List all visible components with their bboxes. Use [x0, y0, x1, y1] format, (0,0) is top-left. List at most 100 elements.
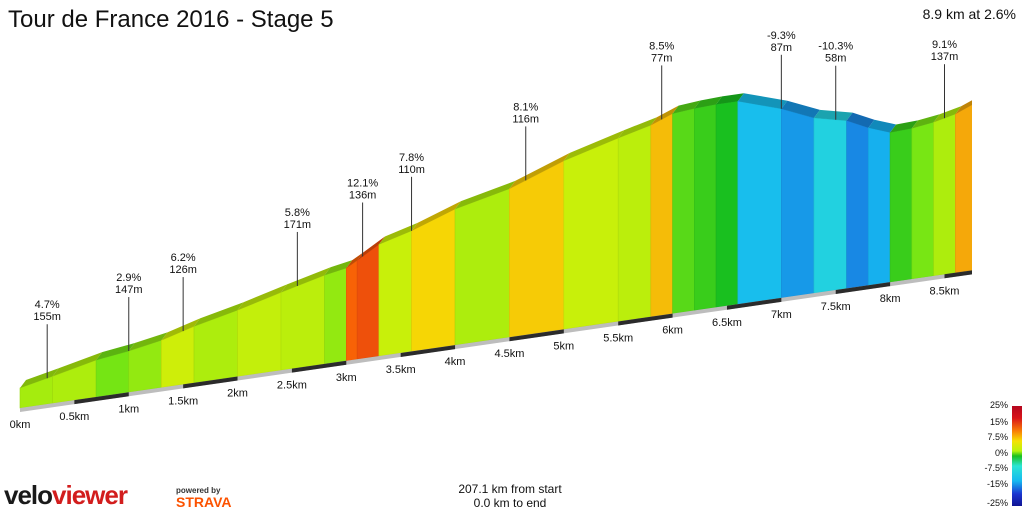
profile-segment: [324, 267, 347, 365]
profile-segment-top: [955, 100, 972, 115]
x-tick-label: 4.5km: [494, 348, 524, 360]
annotation-length: 87m: [771, 42, 792, 54]
annotation-grade: 5.8%: [285, 207, 310, 219]
profile-segment-top: [411, 201, 462, 231]
annotation-grade: 9.1%: [932, 39, 957, 51]
profile-segment: [672, 108, 695, 314]
profile-segment: [694, 103, 717, 311]
profile-segment: [715, 100, 739, 308]
elevation-profile-chart: 0km 0.5km 1km 1.5km 2km 2.5km 3km 3.5km 4km 4.5km…: [10, 30, 972, 431]
annotation-grade: 8.1%: [513, 101, 538, 113]
profile-segment-top: [650, 105, 679, 126]
annotation-length: 136m: [349, 190, 377, 202]
profile-segment: [563, 137, 619, 330]
profile-segment-top: [509, 152, 570, 189]
x-tick-label: 2.5km: [277, 380, 307, 392]
annotation-grade: 2.9%: [116, 272, 141, 284]
annotation-length: 116m: [512, 113, 539, 125]
profile-segment: [846, 120, 869, 289]
profile-segment-top: [281, 267, 331, 293]
profile-segment-top: [846, 112, 875, 128]
x-tick-label: 5.5km: [603, 332, 633, 344]
annotation-grade: -10.3%: [818, 41, 853, 53]
profile-segment-top: [20, 368, 59, 388]
profile-segment-top: [237, 284, 288, 311]
profile-segment: [955, 104, 972, 274]
strava-badge[interactable]: powered by STRAVA: [176, 486, 231, 509]
baseline-km-band: [726, 297, 782, 310]
annotation-grade: 6.2%: [171, 252, 196, 264]
distance-to-end: 0.0 km to end: [473, 496, 547, 510]
annotation-length: 137m: [931, 51, 959, 63]
x-tick-label: 0km: [10, 419, 31, 431]
x-tick-label: 7km: [771, 309, 792, 321]
profile-segment-top: [128, 332, 168, 352]
profile-segment: [868, 127, 891, 286]
profile-segment: [454, 188, 510, 346]
legend-tick: 25%: [989, 400, 1008, 410]
profile-segment: [889, 128, 913, 283]
annotation-grade: 7.8%: [399, 152, 424, 164]
profile-segment-top: [346, 252, 364, 269]
profile-segment-top: [52, 352, 103, 377]
logo-text-viewer: viewer: [52, 480, 128, 510]
x-tick-label: 1km: [118, 403, 139, 415]
baseline-km-band: [183, 376, 238, 389]
profile-segment: [911, 121, 934, 280]
profile-segment-top: [96, 343, 135, 361]
climb-summary: 8.9 km at 2.6%: [922, 6, 1016, 22]
profile-segment-top: [737, 93, 788, 109]
x-tick-label: 6.5km: [712, 317, 742, 329]
legend-tick: 0%: [994, 448, 1008, 458]
annotation-length: 110m: [398, 164, 425, 176]
x-tick-label: 3.5km: [386, 364, 416, 376]
baseline-km-band: [835, 282, 891, 295]
x-tick-label: 5km: [553, 340, 574, 352]
profile-segment: [378, 230, 412, 357]
baseline-km-band: [944, 270, 972, 279]
x-tick-label: 8.5km: [930, 285, 960, 297]
legend-tick: 7.5%: [987, 432, 1008, 442]
baseline-km-band: [291, 360, 347, 373]
page-title: Tour de France 2016 - Stage 5: [8, 6, 334, 33]
profile-segment-top: [194, 302, 244, 327]
legend-tick: 15%: [989, 417, 1008, 427]
profile-segment-top: [813, 109, 853, 121]
profile-segment-top: [911, 114, 940, 129]
profile-segment: [617, 124, 652, 322]
veloviewer-logo[interactable]: veloviewer: [4, 480, 128, 510]
powered-by-label: powered by: [176, 486, 221, 495]
annotation-grade: 8.5%: [649, 40, 674, 52]
legend-tick: -25%: [986, 498, 1008, 508]
baseline-km-band: [618, 313, 673, 326]
legend-tick: -15%: [986, 479, 1008, 489]
gradient-color-bar: [1012, 406, 1022, 506]
baseline-km-band: [74, 392, 129, 405]
profile-segment-top: [890, 120, 918, 133]
annotation-length: 155m: [33, 311, 61, 323]
profile-segment-top: [161, 318, 201, 341]
profile-segment-top: [324, 260, 353, 276]
profile-segment: [509, 160, 565, 338]
x-tick-label: 4km: [445, 356, 466, 368]
baseline-km-band: [400, 345, 456, 357]
x-tick-label: 8km: [880, 293, 901, 305]
profile-segment-top: [694, 96, 723, 109]
baseline-km-band: [509, 329, 564, 342]
annotation-length: 147m: [115, 284, 143, 296]
profile-segment: [356, 243, 380, 360]
annotation-grade: -9.3%: [767, 30, 796, 42]
annotation-grade: 4.7%: [35, 299, 60, 311]
gradient-legend: 25% 15% 7.5% 0% -7.5% -15% -25%: [972, 398, 1024, 512]
annotation-length: 77m: [651, 52, 672, 64]
profile-segment-top: [357, 236, 385, 261]
profile-segment-top: [378, 222, 418, 245]
profile-segment: [411, 208, 456, 352]
x-tick-label: 3km: [336, 372, 357, 384]
position-readout: 207.1 km from start 0.0 km to end: [380, 482, 640, 510]
profile-segment-top: [933, 106, 962, 123]
profile-segment: [781, 108, 815, 299]
profile-segment-top: [563, 130, 625, 161]
profile-segment: [933, 113, 956, 277]
x-tick-label: 0.5km: [59, 411, 89, 423]
